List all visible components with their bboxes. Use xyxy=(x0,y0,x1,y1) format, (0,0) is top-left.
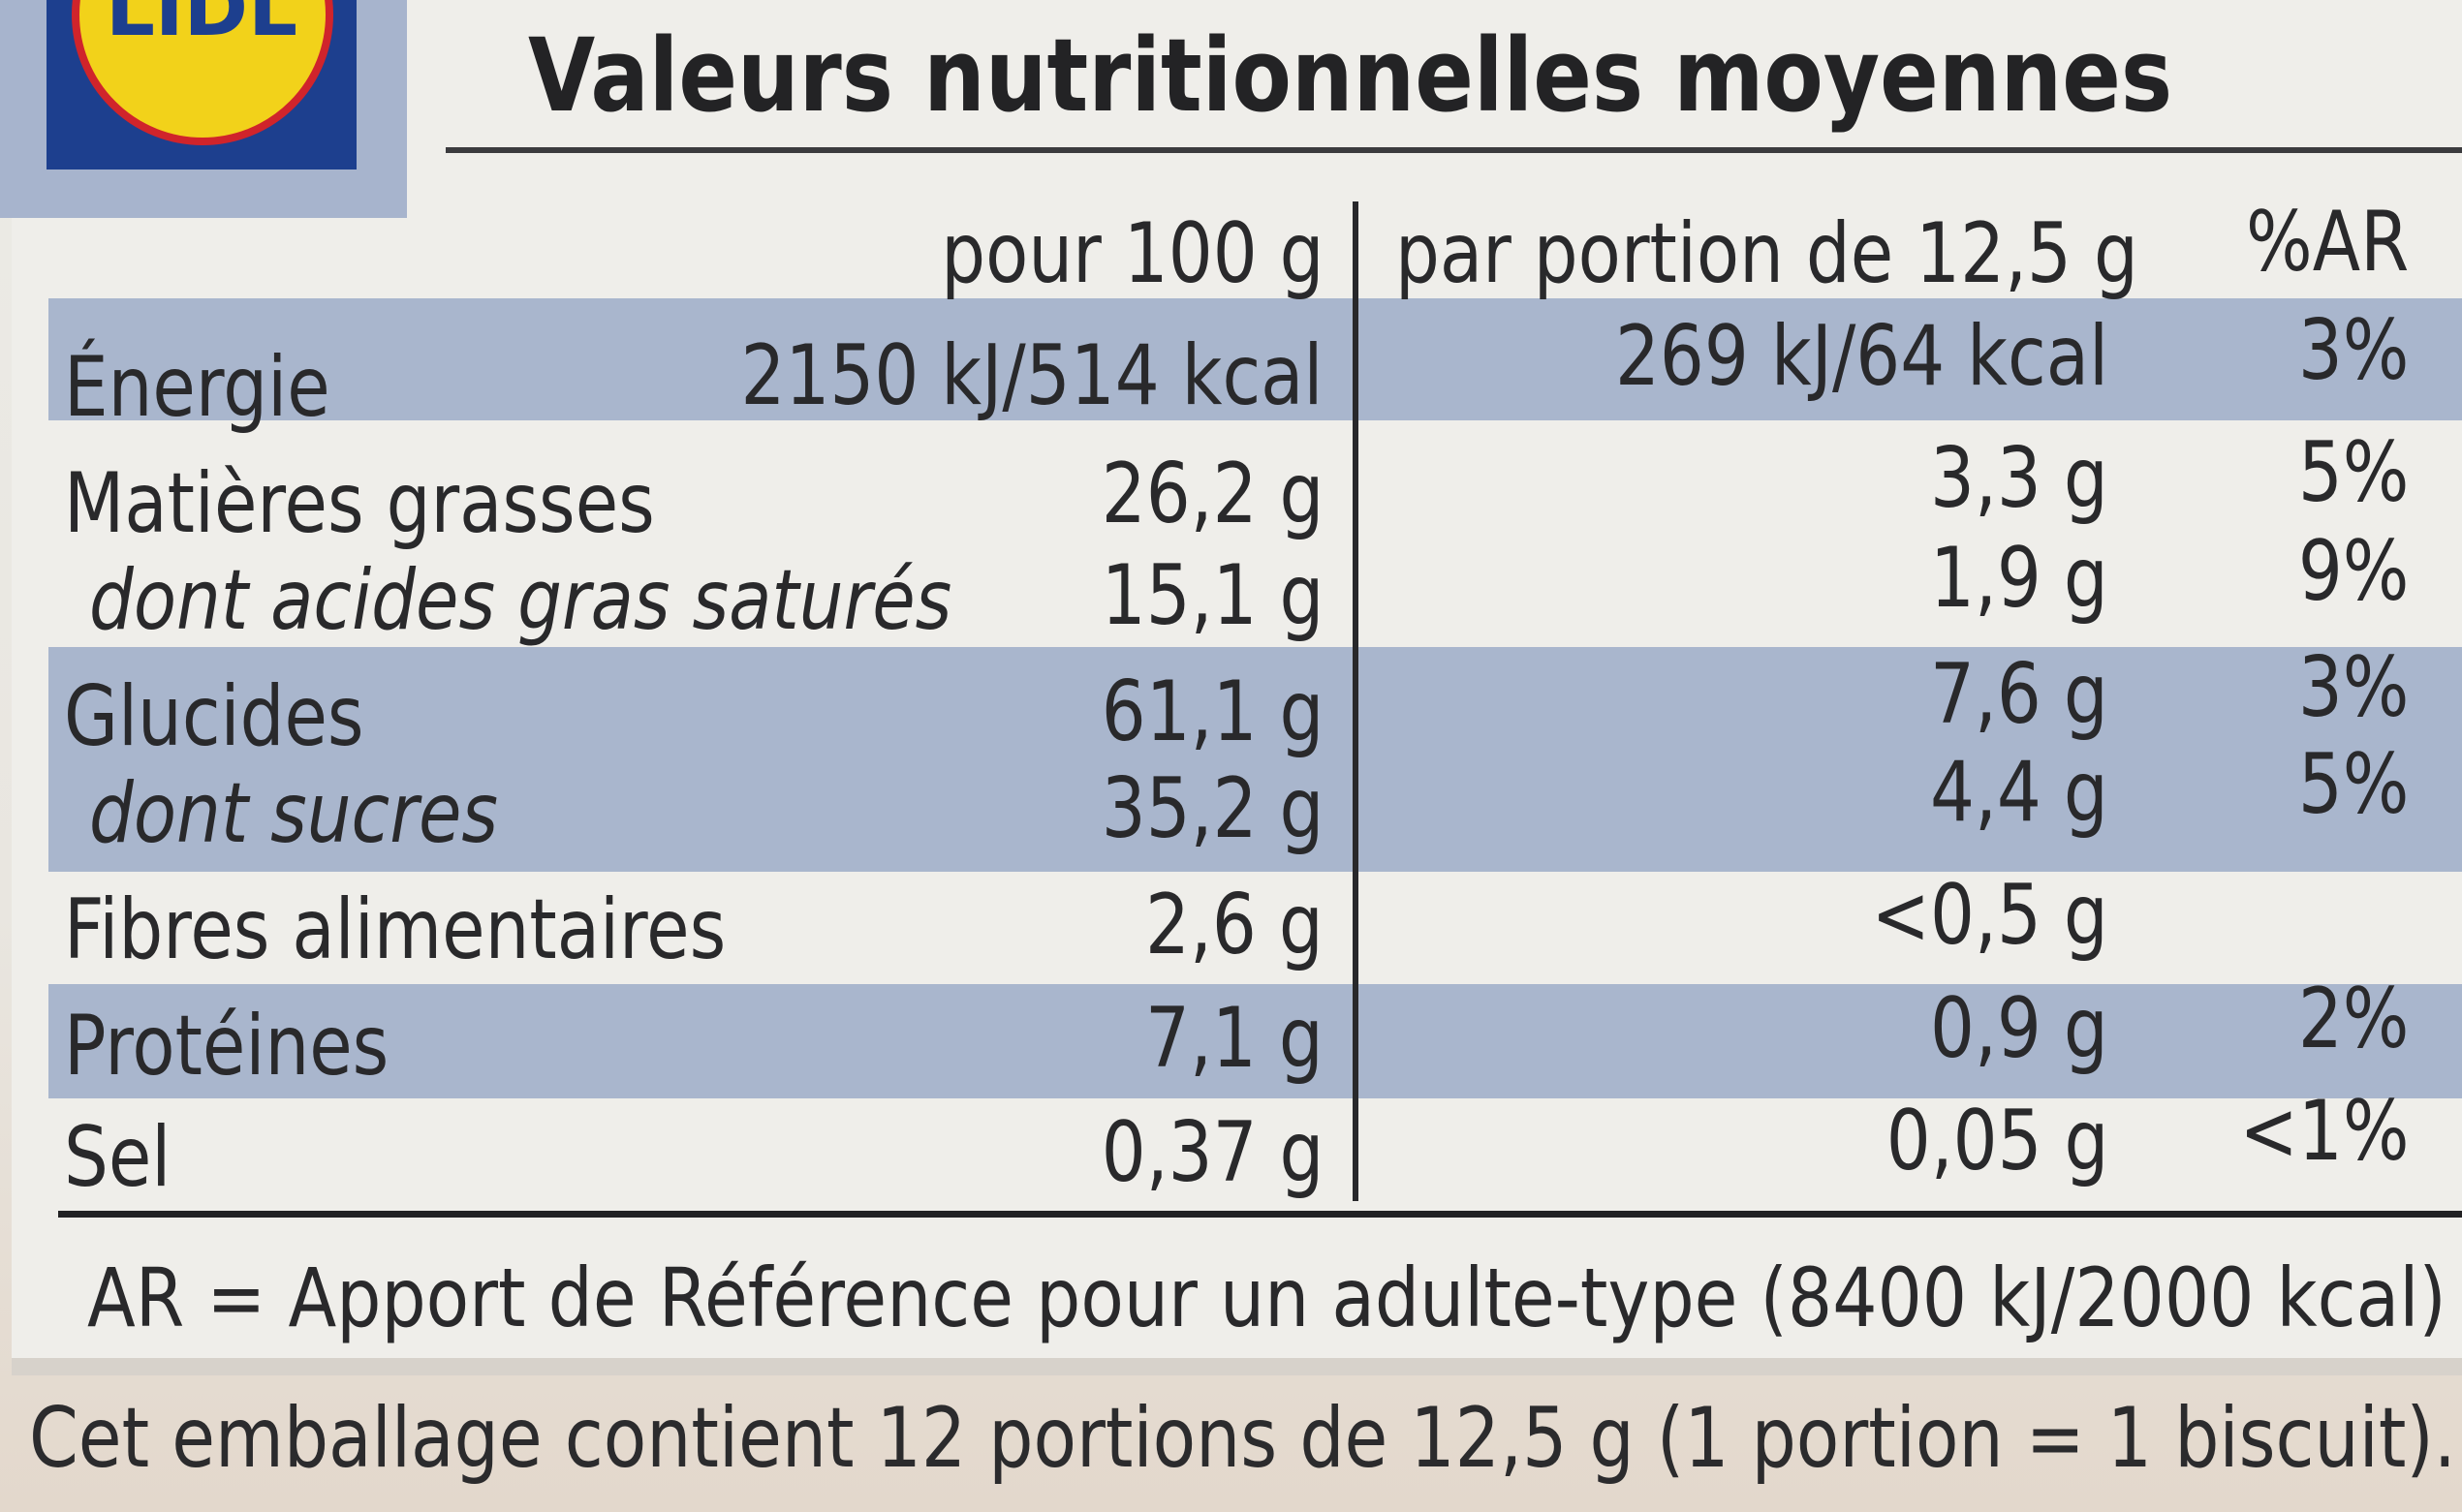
row-value-portion-dont-sucres: 4,4 g xyxy=(1930,744,2108,841)
row-label-energie: Énergie xyxy=(64,339,330,436)
row-label-glucides: Glucides xyxy=(64,668,364,765)
row-value-per100-matieres-grasses: 26,2 g xyxy=(1101,446,1324,542)
row-value-per100-dont-sucres: 35,2 g xyxy=(1101,760,1324,857)
row-value-per100-fibres: 2,6 g xyxy=(1145,877,1324,973)
title-rule xyxy=(446,147,2462,153)
row-value-portion-proteines: 0,9 g xyxy=(1930,980,2108,1077)
row-label-matieres-grasses: Matières grasses xyxy=(64,455,655,552)
row-value-portion-glucides: 7,6 g xyxy=(1930,646,2108,743)
brand-logo: LIDL xyxy=(0,0,407,218)
header-per-portion: par portion de 12,5 g xyxy=(1395,205,2138,302)
logo-text: LIDL xyxy=(105,0,298,53)
row-label-dont-sucres: dont sucres xyxy=(89,765,499,862)
row-value-per100-proteines: 7,1 g xyxy=(1145,990,1324,1087)
row-band-proteines xyxy=(48,984,2462,1098)
row-value-ar-energie: 3% xyxy=(2297,302,2409,399)
row-value-ar-proteines: 2% xyxy=(2297,971,2409,1067)
logo-blue-square: LIDL xyxy=(47,0,357,170)
row-label-sel: Sel xyxy=(64,1109,171,1206)
row-value-ar-sel: <1% xyxy=(2238,1083,2409,1180)
column-divider xyxy=(1353,201,1358,1201)
row-band-energy xyxy=(48,298,2462,420)
row-value-portion-fibres: <0,5 g xyxy=(1871,867,2108,964)
row-value-portion-acides-gras-satures: 1,9 g xyxy=(1930,530,2108,627)
row-label-fibres: Fibres alimentaires xyxy=(64,881,727,978)
table-bottom-rule xyxy=(58,1211,2462,1218)
row-value-ar-glucides: 3% xyxy=(2297,639,2409,736)
ar-footnote: AR = Apport de Référence pour un adulte-… xyxy=(87,1250,2446,1345)
row-value-per100-acides-gras-satures: 15,1 g xyxy=(1101,547,1324,644)
header-ar: %AR xyxy=(2245,194,2409,291)
row-band-glucides xyxy=(48,647,2462,872)
row-label-acides-gras-satures: dont acides gras saturés xyxy=(89,552,952,649)
row-value-per100-energie: 2150 kJ/514 kcal xyxy=(740,327,1324,424)
row-value-portion-matieres-grasses: 3,3 g xyxy=(1930,430,2108,527)
row-value-portion-energie: 269 kJ/64 kcal xyxy=(1614,308,2108,405)
row-value-portion-sel: 0,05 g xyxy=(1885,1093,2108,1189)
header-per-100g: pour 100 g xyxy=(940,205,1324,302)
row-value-ar-acides-gras-satures: 9% xyxy=(2297,523,2409,620)
table-title: Valeurs nutritionnelles moyennes xyxy=(528,16,2173,135)
row-value-ar-dont-sucres: 5% xyxy=(2297,736,2409,833)
portion-note: Cet emballage contient 12 portions de 12… xyxy=(29,1390,2456,1487)
row-value-per100-sel: 0,37 g xyxy=(1101,1104,1324,1201)
row-value-per100-glucides: 61,1 g xyxy=(1101,663,1324,760)
row-label-proteines: Protéines xyxy=(64,998,390,1095)
panel-edge xyxy=(12,1358,2462,1375)
row-value-ar-matieres-grasses: 5% xyxy=(2297,424,2409,521)
